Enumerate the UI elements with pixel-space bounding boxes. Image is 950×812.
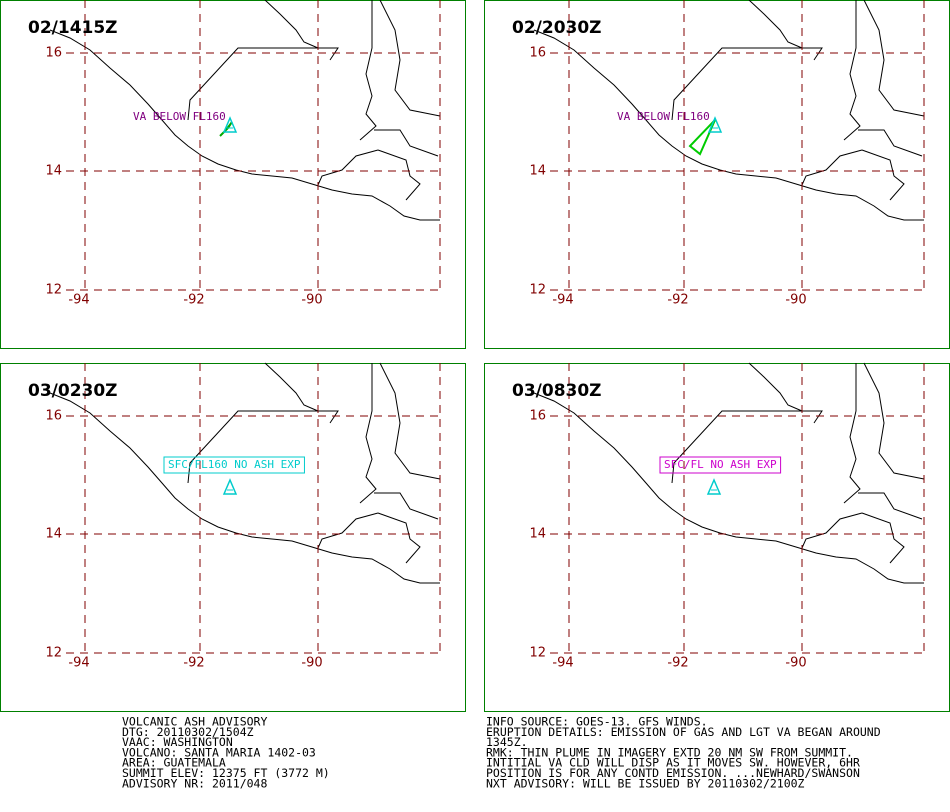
valid-time: 03/0830Z [512,381,602,401]
border [359,363,377,504]
advisory-line: RMK: THIN PLUME IN IMAGERY EXTD 20 NM SW… [486,745,853,759]
lat-label: 16 [529,409,546,424]
lat-label: 14 [529,527,546,542]
coastline [49,29,440,221]
map-panel: 16 14 12 -94 -92 -90 03/0830Z SFC/FL NO ASH EXP [484,362,950,712]
border [359,0,377,141]
border [843,363,861,504]
advisory-line: INTITIAL VA CLD WILL DISP AS IT MOVES SW… [486,756,860,770]
lon-label: -92 [667,293,688,308]
panel-frame [0,363,466,712]
border [264,0,319,49]
lon-label: -94 [552,293,573,308]
lat-label: 16 [529,46,546,61]
border [374,492,439,520]
annotation-box [659,456,782,474]
ash-annotation: SFC/FL NO ASH EXP [664,458,777,471]
ash-area [688,119,716,156]
ash-annotation: VA BELOW FL160 [617,110,710,123]
border [863,362,925,480]
advisory-line: VOLCANO: SANTA MARIA 1402-03 [122,745,316,759]
coastline [49,392,440,584]
lon-label: -94 [68,656,89,671]
lat-label: 14 [529,164,546,179]
border [377,149,421,201]
advisory-line: VOLCANIC ASH ADVISORY [122,715,267,729]
advisory-line: AREA: GUATEMALA [122,756,226,770]
border [748,0,803,49]
volcano-symbol [707,116,723,133]
lon-label: -90 [785,293,806,308]
lon-label: -94 [552,656,573,671]
volcano-symbol [222,478,238,495]
border [801,149,863,186]
panel-frame [0,0,466,349]
border [187,47,339,121]
border [843,0,861,141]
coastline [533,392,924,584]
volcano-symbol [222,116,238,133]
border [317,149,379,186]
volcano-symbol [706,478,722,495]
border [861,512,905,564]
advisory-line: ERUPTION DETAILS: EMISSION OF GAS AND LG… [486,725,881,739]
valid-time: 03/0230Z [28,381,118,401]
lat-label: 12 [45,283,62,298]
lon-label: -90 [301,656,322,671]
lat-label: 16 [45,46,62,61]
lon-label: -90 [785,656,806,671]
annotation-box [163,456,305,474]
border [858,129,923,157]
advisory-line: POSITION IS FOR ANY CONTD EMISSION. ...N… [486,766,860,780]
map-panel: 16 14 12 -94 -92 -90 02/1415Z VA BELOW FL160 [0,0,466,349]
lon-label: -92 [183,656,204,671]
border [858,492,923,520]
lon-label: -90 [301,293,322,308]
border [374,129,439,157]
border [379,362,441,480]
coastline [533,29,924,221]
border [379,0,441,117]
border [187,410,339,484]
advisory-line: NXT ADVISORY: WILL BE ISSUED BY 20110302… [486,776,805,790]
border [861,149,905,201]
ash-area [219,121,233,137]
advisory-line: DTG: 20110302/1504Z [122,725,254,739]
map-panel: 16 14 12 -94 -92 -90 03/0230Z SFC/FL160 NO ASH … [0,362,466,712]
lon-label: -94 [68,293,89,308]
lat-label: 12 [45,646,62,661]
border [377,512,421,564]
lon-label: -92 [667,656,688,671]
lat-label: 12 [529,283,546,298]
border [264,362,319,412]
border [317,512,379,549]
border [671,410,823,484]
border [801,512,863,549]
advisory-line: SUMMIT ELEV: 12375 FT (3772 M) [122,766,330,780]
lat-label: 14 [45,527,62,542]
valid-time: 02/2030Z [512,18,602,38]
border [671,47,823,121]
lat-label: 12 [529,646,546,661]
lat-label: 16 [45,409,62,424]
lat-label: 14 [45,164,62,179]
border [863,0,925,117]
advisory-line: ADVISORY NR: 2011/048 [122,776,267,790]
advisory-line: INFO SOURCE: GOES-13. GFS WINDS. [486,715,708,729]
ash-annotation: VA BELOW FL160 [133,110,226,123]
map-panel: 16 14 12 -94 -92 -90 02/2030Z VA BELOW FL160 [484,0,950,349]
valid-time: 02/1415Z [28,18,118,38]
advisory-line: 1345Z. [486,735,528,749]
border [748,362,803,412]
advisory-line: VAAC: WASHINGTON [122,735,233,749]
ash-annotation: SFC/FL160 NO ASH EXP [168,458,301,471]
lon-label: -92 [183,293,204,308]
